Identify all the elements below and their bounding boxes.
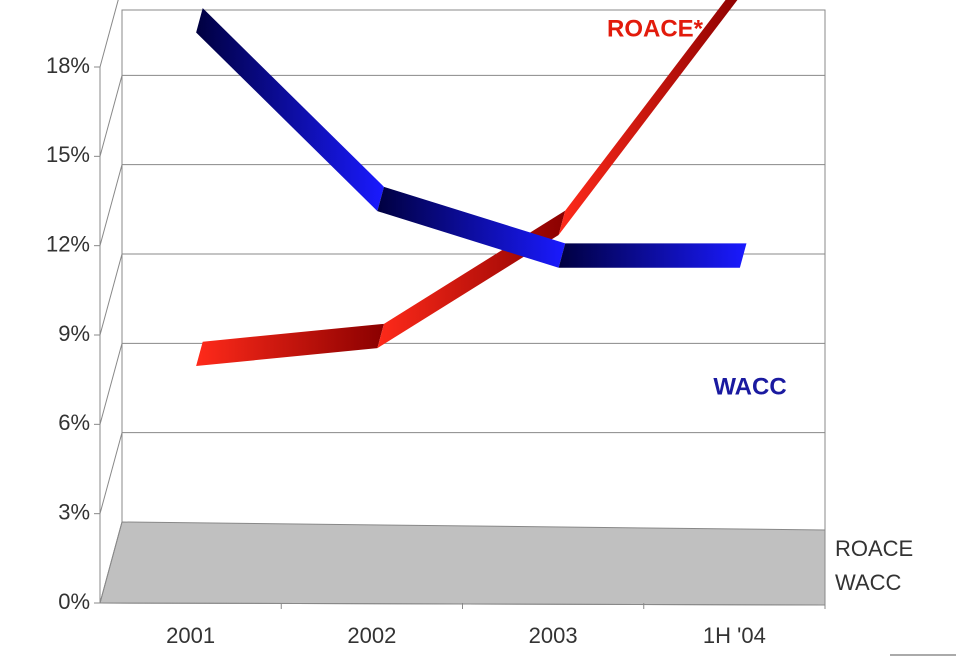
grid-line: [99, 253, 123, 336]
line-segment: [196, 8, 384, 212]
grid-line: [99, 521, 123, 604]
line-segment: [196, 323, 384, 366]
y-tick-label: 3%: [58, 499, 90, 524]
annotation: ROACE*: [607, 15, 704, 42]
y-tick-label: 0%: [58, 589, 90, 614]
x-tick-label: 2002: [347, 623, 396, 648]
grid-line: [99, 75, 123, 157]
line-segment: [558, 243, 747, 268]
floor: [99, 521, 826, 606]
x-tick-label: 2001: [166, 623, 215, 648]
line-segment: [558, 0, 738, 235]
legend-label: ROACE: [835, 536, 913, 561]
back-wall: [121, 9, 826, 530]
legend-label: WACC: [835, 570, 902, 595]
line-segment: [377, 186, 566, 268]
grid-line: [99, 164, 123, 246]
grid-line: [99, 432, 123, 514]
grid-line: [99, 0, 119, 68]
y-tick-label: 12%: [46, 231, 90, 256]
x-tick-label: 2003: [529, 623, 578, 648]
y-tick-label: 18%: [46, 53, 90, 78]
y-tick-label: 15%: [46, 142, 90, 167]
x-tick-label: 1H '04: [703, 623, 766, 648]
y-tick-label: 9%: [58, 321, 90, 346]
grid-line: [99, 343, 123, 425]
annotation: WACC: [713, 373, 786, 400]
y-tick-label: 6%: [58, 410, 90, 435]
